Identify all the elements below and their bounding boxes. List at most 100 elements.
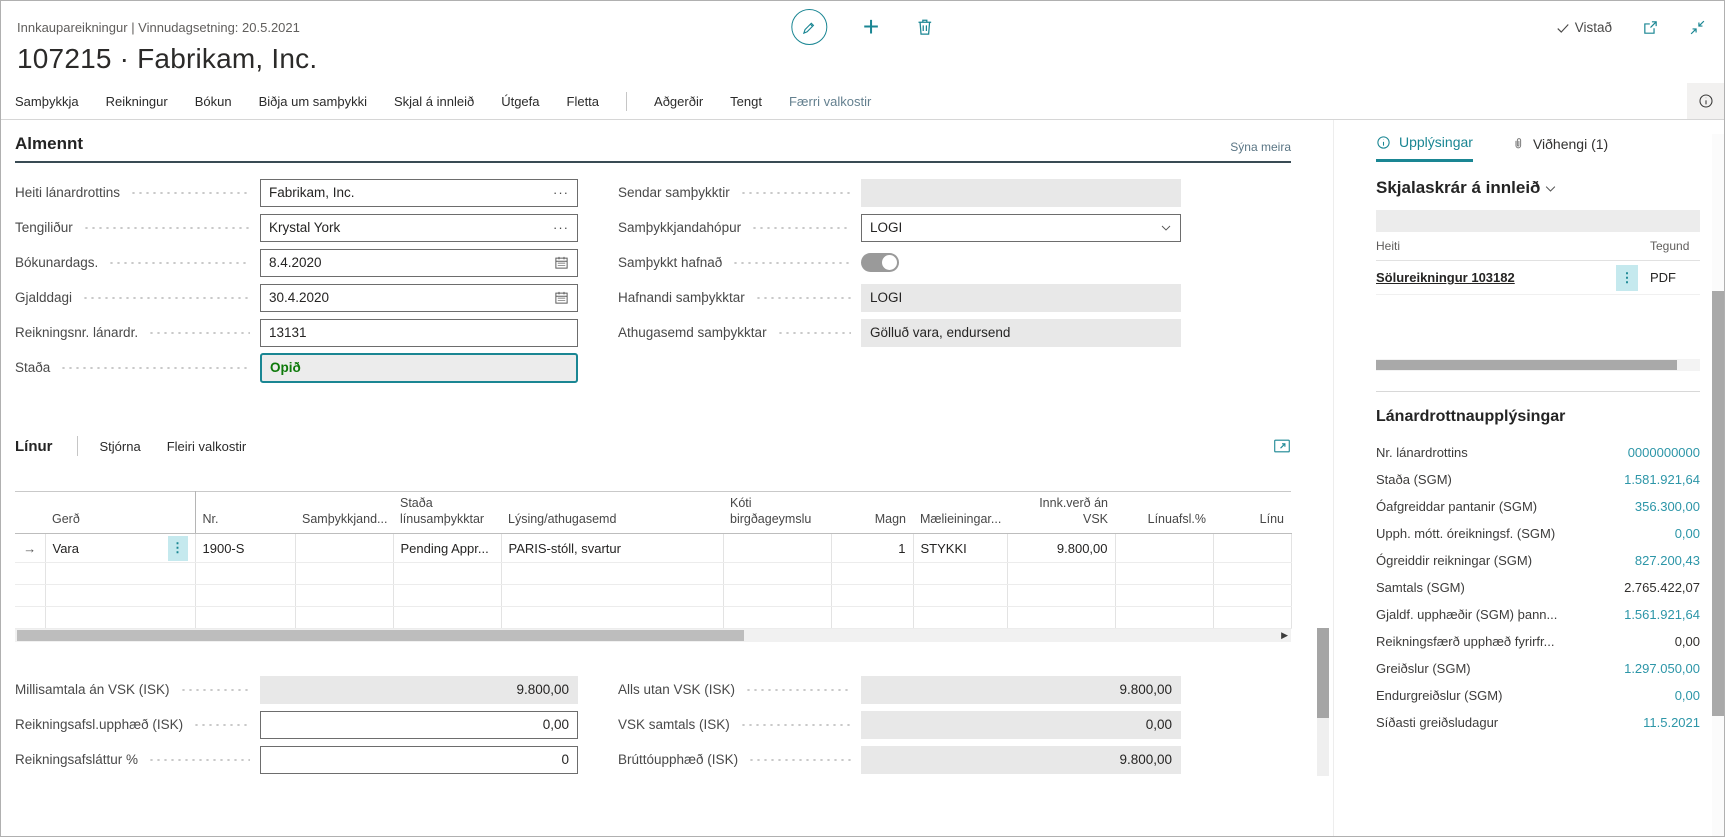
- file-row: Sölureikningur 103182 ⋮ PDF: [1376, 261, 1700, 295]
- factbox-toggle-button[interactable]: [1687, 83, 1724, 119]
- due-date-input[interactable]: 30.4.2020: [260, 283, 578, 312]
- line-row-empty: [15, 584, 1292, 608]
- menu-utgefa[interactable]: Útgefa: [501, 93, 540, 109]
- incoming-files-list: Heiti Tegund Sölureikningur 103182 ⋮ PDF: [1376, 210, 1700, 371]
- invoice-discount-amount-input[interactable]: 0,00: [260, 710, 578, 739]
- stat-value-link[interactable]: 0000000000: [1627, 445, 1700, 460]
- row-menu-button[interactable]: ⋮: [167, 535, 188, 561]
- chevron-down-icon: [1546, 185, 1556, 192]
- col-linuafsl[interactable]: Línuafsl.%: [1115, 490, 1213, 535]
- scrollbar-thumb[interactable]: [1712, 291, 1724, 716]
- calendar-icon[interactable]: [554, 255, 569, 270]
- lines-menu-stjorna[interactable]: Stjórna: [99, 438, 141, 454]
- invoice-discount-pct-input[interactable]: 0: [260, 745, 578, 774]
- page-body: Almennt Sýna meira Heiti lánardrottins F…: [1, 120, 1724, 836]
- incoming-files-heading[interactable]: Skjalaskrár á innleið: [1376, 178, 1700, 198]
- field-total-incl-vat: Brúttóupphæð (ISK) 9.800,00: [618, 742, 1181, 777]
- col-stada-linusampykktar[interactable]: Staða línusamþykktar: [393, 490, 501, 535]
- stat-value-link[interactable]: 1.297.050,00: [1624, 661, 1700, 676]
- menu-adgerdir[interactable]: Aðgerðir: [654, 93, 704, 109]
- lookup-ellipsis-icon[interactable]: ···: [553, 220, 569, 235]
- collapse-button[interactable]: [1689, 19, 1706, 36]
- rejector-field: LOGI: [861, 283, 1181, 312]
- file-type: PDF: [1650, 270, 1676, 285]
- stat-value-link[interactable]: 827.200,43: [1634, 553, 1700, 568]
- stat-value-link[interactable]: 356.300,00: [1634, 499, 1700, 514]
- status-field[interactable]: Opið: [260, 352, 578, 383]
- lines-horizontal-scrollbar[interactable]: ▶: [15, 629, 1291, 643]
- check-icon: [1557, 23, 1569, 33]
- stat-row: Staða (SGM) 1.581.921,64: [1376, 472, 1700, 487]
- vendor-invoice-no-input[interactable]: 13131: [260, 318, 578, 347]
- main-vertical-scrollbar[interactable]: [1317, 120, 1329, 836]
- stat-value-link[interactable]: 11.5.2021: [1643, 715, 1700, 730]
- calendar-icon[interactable]: [554, 290, 569, 305]
- scroll-right-arrow-icon[interactable]: ▶: [1281, 630, 1288, 641]
- posting-date-input[interactable]: 8.4.2020: [260, 248, 578, 277]
- stat-row: Greiðslur (SGM) 1.297.050,00: [1376, 661, 1700, 676]
- edit-button[interactable]: [790, 9, 827, 45]
- contact-input[interactable]: Krystal York ···: [260, 213, 578, 242]
- col-sampykkjand[interactable]: Samþykkjand...: [295, 490, 393, 535]
- new-button[interactable]: +: [862, 11, 880, 42]
- col-nr[interactable]: Nr.: [195, 490, 295, 535]
- field-approver-group: Samþykkjandahópur LOGI: [618, 210, 1181, 245]
- vendor-name-input[interactable]: Fabrikam, Inc. ···: [260, 178, 578, 207]
- stat-value-link[interactable]: 1.581.921,64: [1624, 472, 1700, 487]
- stat-value-link[interactable]: 1.561.921,64: [1624, 607, 1700, 622]
- stat-value-link[interactable]: 0,00: [1674, 526, 1700, 541]
- menu-fewer-options[interactable]: Færri valkostir: [788, 93, 872, 109]
- tab-vidhengi[interactable]: Viðhengi (1): [1511, 134, 1608, 162]
- chevron-down-icon[interactable]: [1160, 222, 1172, 234]
- paperclip-icon: [1515, 138, 1522, 149]
- files-col-heiti[interactable]: Heiti: [1376, 239, 1401, 253]
- files-col-tegund[interactable]: Tegund: [1650, 239, 1690, 253]
- approver-group-select[interactable]: LOGI: [861, 213, 1181, 242]
- field-rejector: Hafnandi samþykktar LOGI: [618, 280, 1181, 315]
- col-magn[interactable]: Magn: [831, 490, 913, 535]
- tab-upplysingar[interactable]: Upplýsingar: [1376, 134, 1473, 162]
- totals-section: Millisamtala án VSK (ISK) 9.800,00 Reikn…: [15, 672, 1291, 777]
- scrollbar-thumb[interactable]: [1376, 360, 1678, 370]
- total-vat-field: 0,00: [861, 710, 1181, 739]
- title-row: 107215 · Fabrikam, Inc.: [1, 41, 1724, 83]
- stat-row: Reikningsfærð upphæð fyrirfr... 0,00: [1376, 634, 1700, 649]
- focus-mode-icon: [1274, 439, 1290, 453]
- open-in-window-button[interactable]: [1642, 19, 1659, 36]
- col-innkverd-an-vsk[interactable]: Innk.verð án VSK: [1007, 490, 1115, 535]
- lookup-ellipsis-icon[interactable]: ···: [553, 185, 569, 200]
- stat-row: Endurgreiðslur (SGM) 0,00: [1376, 688, 1700, 703]
- action-bar: Samþykkja Reikningur Bókun Biðja um samþ…: [1, 83, 1724, 120]
- delete-button[interactable]: [915, 17, 934, 37]
- menu-tengt[interactable]: Tengt: [730, 93, 762, 109]
- field-invoice-discount-amount: Reikningsafsl.upphæð (ISK) 0,00: [15, 707, 578, 742]
- scrollbar-thumb[interactable]: [17, 630, 745, 642]
- general-heading: Almennt: [15, 134, 83, 153]
- menu-sampykkja[interactable]: Samþykkja: [15, 93, 79, 109]
- approval-rejected-toggle[interactable]: [861, 253, 899, 272]
- focus-mode-button[interactable]: [1273, 438, 1291, 454]
- field-contact: Tengiliður Krystal York ···: [15, 210, 578, 245]
- col-maelieiningar[interactable]: Mælieiningar...: [913, 490, 1007, 535]
- col-linu-truncated[interactable]: Línu: [1213, 490, 1291, 535]
- col-gerd[interactable]: Gerð: [45, 490, 196, 535]
- menu-bokun[interactable]: Bókun: [194, 93, 232, 109]
- lines-menu-fleiri-valkostir[interactable]: Fleiri valkostir: [166, 438, 247, 454]
- stat-value-link[interactable]: 0,00: [1674, 688, 1700, 703]
- menu-skjal-a-innleid[interactable]: Skjal á innleið: [393, 93, 475, 109]
- menu-bidja-um-sampykki[interactable]: Biðja um samþykki: [258, 93, 367, 109]
- info-icon: [1698, 94, 1713, 108]
- files-horizontal-scrollbar[interactable]: [1376, 359, 1700, 371]
- scrollbar-thumb[interactable]: [1317, 628, 1329, 718]
- general-section-header: Almennt Sýna meira: [15, 134, 1291, 163]
- menu-reikningur[interactable]: Reikningur: [105, 93, 168, 109]
- menu-divider: [626, 91, 628, 111]
- show-more-link[interactable]: Sýna meira: [1230, 140, 1291, 154]
- col-lysing[interactable]: Lýsing/athugasemd: [501, 490, 723, 535]
- file-row-menu-button[interactable]: ⋮: [1616, 264, 1638, 291]
- menu-fletta[interactable]: Fletta: [566, 93, 600, 109]
- sent-approvals-field: [861, 178, 1181, 207]
- panel-vertical-scrollbar[interactable]: [1712, 134, 1724, 836]
- file-name-link[interactable]: Sölureikningur 103182: [1376, 270, 1515, 285]
- col-koti-birgdageymslu[interactable]: Kóti birgðageymslu: [723, 490, 831, 535]
